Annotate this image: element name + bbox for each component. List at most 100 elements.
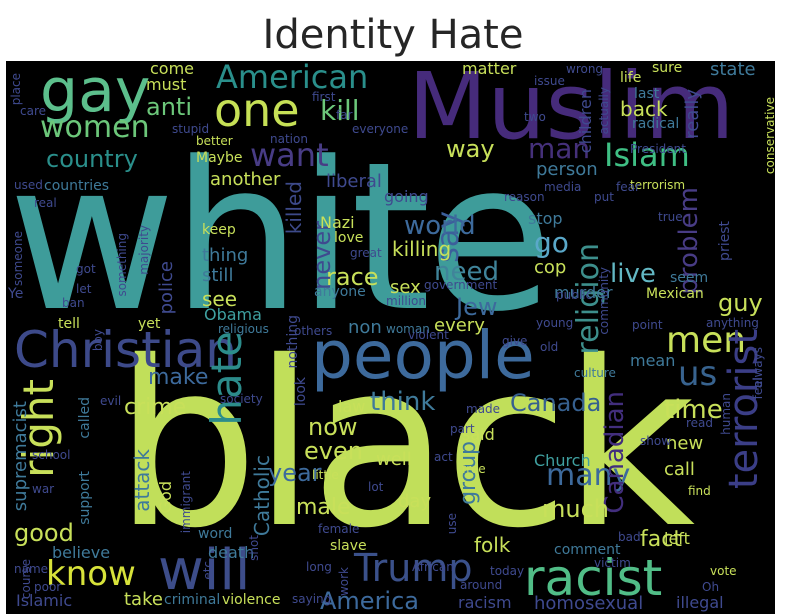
word: let — [76, 282, 92, 296]
word: made — [466, 402, 501, 416]
word: will — [158, 538, 251, 603]
word: countries — [44, 178, 110, 194]
word: lot — [368, 480, 384, 494]
word: others — [294, 324, 333, 338]
word: killing — [392, 237, 452, 261]
word: comment — [554, 542, 621, 558]
word: back — [620, 97, 668, 121]
word: care — [20, 104, 47, 118]
word: gay — [40, 61, 151, 126]
word: school — [32, 448, 71, 462]
word: place — [9, 73, 23, 106]
word: kill — [320, 94, 360, 127]
word: two — [524, 110, 546, 124]
word: race — [326, 263, 379, 291]
word: racism — [458, 593, 512, 612]
word: America — [320, 587, 419, 614]
word: make — [148, 365, 209, 390]
word: around — [460, 578, 503, 592]
word: great — [350, 246, 382, 260]
word: stupid — [172, 122, 210, 136]
word: live — [610, 259, 656, 289]
word: yet — [138, 316, 161, 332]
word: left — [664, 529, 690, 548]
word: Mexican — [646, 286, 704, 302]
word: terrorism — [630, 178, 686, 192]
word: must — [146, 75, 187, 94]
word: much — [542, 495, 609, 523]
word: first — [312, 90, 336, 104]
word: long — [306, 560, 332, 574]
word: attack — [130, 449, 154, 512]
word: every — [434, 315, 485, 336]
word: murder — [554, 283, 613, 302]
word: President — [630, 142, 686, 156]
word: sure — [652, 61, 683, 76]
word: believe — [52, 543, 111, 562]
word: hate — [202, 331, 251, 426]
word: Trump — [354, 546, 473, 590]
word: stop — [528, 209, 563, 228]
word: something — [115, 233, 129, 297]
word: victim — [594, 556, 631, 570]
word: God — [156, 481, 175, 514]
word: better — [196, 134, 233, 148]
word: true — [658, 210, 683, 224]
word: government — [424, 278, 498, 292]
word: good — [14, 519, 74, 547]
word: folk — [474, 533, 511, 557]
word: us — [678, 354, 718, 394]
word: find — [688, 484, 711, 498]
word: world — [404, 211, 476, 241]
word: immigrant — [179, 471, 193, 534]
word: act — [434, 450, 453, 464]
word: Christian — [14, 321, 237, 379]
word: supremacist — [10, 401, 31, 512]
word: even — [304, 437, 363, 465]
word: media — [544, 180, 582, 194]
word: law — [338, 397, 366, 416]
word: name — [14, 562, 49, 576]
word: person — [536, 159, 598, 180]
word: fear — [616, 180, 640, 194]
word: culture — [574, 366, 616, 380]
word: men — [666, 320, 747, 361]
word: cop — [534, 257, 567, 278]
word: homosexual — [534, 593, 644, 614]
word: read — [686, 416, 714, 430]
word: issue — [534, 74, 565, 88]
word: show — [640, 434, 672, 448]
word: Catholic — [250, 455, 274, 537]
word: male — [296, 495, 351, 520]
word: public — [556, 288, 593, 302]
word: go — [534, 226, 569, 259]
word: slave — [330, 538, 367, 554]
word: shot — [247, 535, 261, 561]
word: sex — [390, 277, 421, 298]
word: support — [77, 471, 93, 525]
word: matter — [462, 61, 517, 78]
word: thing — [202, 245, 249, 266]
word: Nazi — [320, 213, 355, 232]
word: anti — [146, 93, 192, 121]
word: state — [710, 61, 756, 80]
word: women — [40, 110, 150, 145]
word: female — [318, 522, 360, 536]
word: conservative — [763, 97, 775, 175]
word: need — [434, 257, 499, 287]
word: crime — [124, 395, 187, 420]
word: little — [312, 468, 339, 482]
word: now — [308, 413, 358, 441]
word: society — [220, 392, 263, 406]
word: way — [446, 135, 495, 163]
word: radical — [632, 116, 680, 132]
word: keep — [202, 222, 236, 238]
word: new — [666, 433, 704, 454]
word: country — [46, 145, 138, 173]
word: children — [576, 89, 595, 154]
word: boy — [91, 329, 105, 352]
word: human — [719, 393, 733, 435]
word: someone — [11, 231, 25, 286]
word: everyone — [352, 122, 409, 136]
word: vote — [710, 564, 737, 578]
